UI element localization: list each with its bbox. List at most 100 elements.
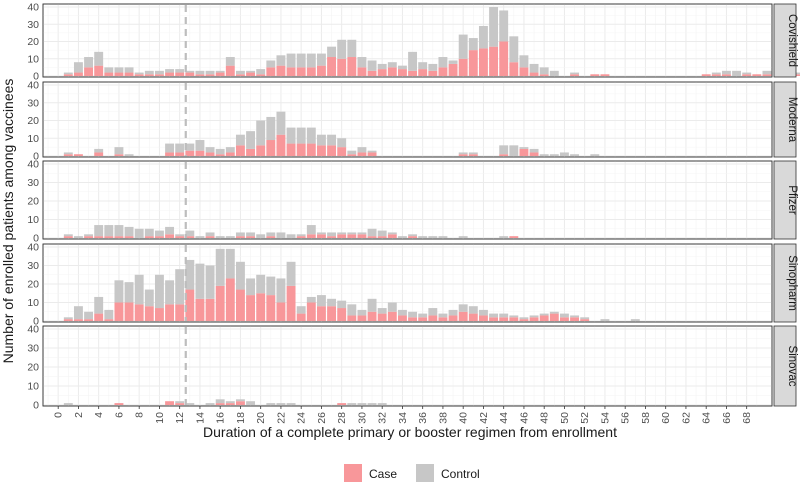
- panel-background: [42, 325, 773, 407]
- bar-control: [509, 145, 519, 156]
- bar-control: [296, 127, 306, 144]
- y-tick-label: 20: [27, 115, 39, 127]
- bar-control: [792, 72, 800, 75]
- y-tick-label: 40: [27, 242, 39, 254]
- bar-control: [235, 399, 245, 402]
- bar-case: [347, 234, 357, 238]
- bar-case: [124, 302, 134, 321]
- bar-control: [357, 147, 367, 153]
- bar-control: [296, 306, 306, 314]
- bar-control: [580, 317, 590, 320]
- bar-control: [499, 145, 509, 155]
- bar-case: [316, 145, 326, 156]
- bar-control: [397, 236, 407, 238]
- y-tick-label: 30: [27, 260, 39, 272]
- bar-case: [458, 154, 468, 156]
- bar-control: [225, 401, 235, 404]
- bar-case: [154, 236, 164, 238]
- y-tick-label: 10: [27, 381, 39, 393]
- bar-case: [185, 150, 195, 156]
- bar-control: [276, 278, 286, 303]
- bar-case: [489, 46, 499, 76]
- bar-case: [215, 72, 225, 76]
- y-tick-label: 40: [27, 2, 39, 14]
- y-tick-label: 40: [27, 80, 39, 92]
- bar-control: [357, 403, 367, 405]
- panel-covishield: 0 10 20 30 40 Covishield: [27, 2, 800, 83]
- bar-case: [205, 152, 215, 156]
- bar-control: [124, 154, 134, 156]
- bar-control: [519, 317, 529, 320]
- bar-control: [347, 232, 357, 235]
- y-tick-label: 10: [27, 133, 39, 145]
- legend: Case Control: [344, 464, 480, 482]
- bar-control: [215, 148, 225, 155]
- bar-case: [235, 236, 245, 238]
- bar-control: [104, 67, 114, 73]
- x-tick-label: 24: [296, 412, 308, 424]
- bar-control: [205, 70, 215, 75]
- bar-case: [63, 74, 73, 76]
- x-tick-label: 54: [599, 412, 611, 424]
- bar-case: [752, 74, 762, 76]
- y-tick-label: 30: [27, 177, 39, 189]
- bar-case: [256, 145, 266, 156]
- bar-control: [327, 298, 337, 307]
- bar-case: [519, 67, 529, 76]
- bar-case: [165, 234, 175, 238]
- bar-control: [539, 154, 549, 156]
- bar-control: [732, 70, 742, 76]
- bar-case: [205, 236, 215, 238]
- x-tick-label: 2: [73, 412, 85, 418]
- bar-control: [438, 57, 448, 68]
- bar-control: [367, 403, 377, 405]
- bar-case: [316, 65, 326, 76]
- bar-control: [721, 70, 731, 75]
- bar-case: [104, 236, 114, 238]
- bar-control: [63, 152, 73, 155]
- bar-case: [165, 304, 175, 321]
- bar-control: [499, 313, 509, 318]
- bar-control: [225, 236, 235, 238]
- bar-case: [124, 72, 134, 76]
- y-tick-label: 30: [27, 19, 39, 31]
- bar-control: [195, 236, 205, 238]
- bar-case: [357, 234, 367, 238]
- bar-control: [63, 317, 73, 320]
- bar-case: [63, 154, 73, 156]
- bar-case: [256, 293, 266, 321]
- bar-case: [215, 403, 225, 405]
- x-tick-label: 68: [741, 412, 753, 424]
- facet-strip: [773, 160, 797, 240]
- bar-case: [539, 315, 549, 321]
- bar-control: [306, 296, 316, 303]
- bar-case: [438, 67, 448, 76]
- bar-control: [742, 72, 752, 75]
- bar-control: [478, 25, 488, 49]
- bar-control: [468, 38, 478, 51]
- x-tick-label: 38: [437, 412, 449, 424]
- bar-control: [266, 116, 276, 141]
- panel-border: [42, 3, 773, 78]
- bar-control: [175, 269, 185, 305]
- bar-control: [418, 236, 428, 238]
- bar-case: [549, 313, 559, 321]
- bar-control: [337, 39, 347, 59]
- x-tick-label: 16: [215, 412, 227, 424]
- bar-control: [286, 234, 296, 238]
- bar-control: [215, 70, 225, 73]
- bar-case: [154, 308, 164, 321]
- bar-control: [357, 232, 367, 235]
- bar-case: [306, 234, 316, 238]
- bar-control: [246, 232, 256, 237]
- x-tick-label: 30: [356, 412, 368, 424]
- bar-case: [742, 74, 752, 76]
- bar-case: [337, 308, 347, 321]
- bar-control: [367, 298, 377, 312]
- bar-control: [377, 230, 387, 237]
- bar-case: [408, 236, 418, 238]
- bar-control: [559, 152, 569, 156]
- bar-case: [306, 302, 316, 321]
- bar-control: [377, 308, 387, 314]
- bar-control: [549, 70, 559, 76]
